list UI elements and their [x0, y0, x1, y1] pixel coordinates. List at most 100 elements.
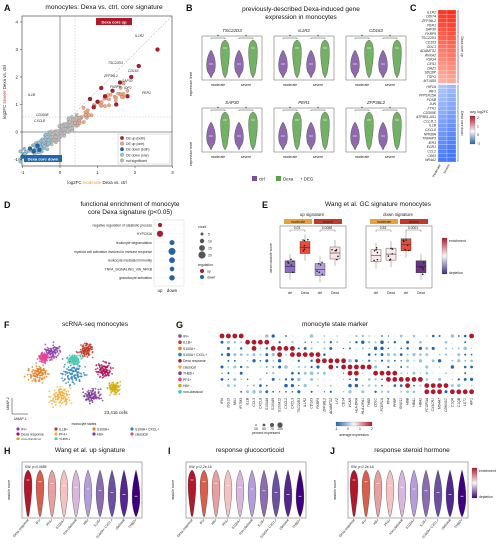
umap-point — [79, 372, 82, 375]
marker-dot — [265, 384, 268, 387]
marker-dot — [386, 370, 391, 376]
umap-point — [57, 393, 60, 396]
gene-label: IL1B — [28, 93, 36, 97]
legend-label: DE up (both) — [126, 137, 145, 141]
colorbar-tick: 0 — [477, 133, 479, 137]
x-cat: moderate — [431, 163, 442, 178]
marker-dot — [432, 341, 435, 344]
sig-star: * — [361, 106, 363, 111]
umap-point — [55, 395, 58, 398]
marker-dot — [374, 341, 377, 344]
umap-point — [87, 393, 90, 396]
umap-point — [68, 384, 71, 387]
panel-j-title: response steroid hormone — [374, 447, 450, 454]
marker-dot — [386, 384, 390, 388]
marker-dot — [310, 341, 313, 343]
violin — [385, 469, 395, 518]
marker-dot — [310, 365, 313, 369]
gene-label: VCAN — [348, 397, 352, 407]
umap-point — [102, 374, 104, 376]
umap-point — [64, 378, 66, 380]
marker-dot — [347, 370, 353, 376]
marker-dot — [304, 378, 306, 381]
marker-dot — [284, 383, 288, 388]
heatmap-gene: DAZ1 — [427, 66, 436, 70]
marker-dot — [226, 340, 230, 344]
state-dot — [54, 432, 58, 436]
umap-point — [83, 354, 86, 356]
umap-point — [87, 396, 90, 399]
x-cat: severe — [241, 83, 251, 87]
marker-dot — [406, 334, 409, 338]
umap-point — [110, 383, 113, 386]
umap-point — [98, 364, 101, 367]
umap-point — [59, 351, 62, 353]
heat-cell — [446, 136, 457, 141]
marker-dot — [355, 334, 358, 338]
x-cat: HB+ — [210, 518, 217, 526]
marker-dot — [418, 359, 423, 363]
x-cat: classical — [440, 518, 451, 531]
heat-cell — [437, 44, 448, 49]
violin — [71, 469, 81, 518]
umap-point — [48, 373, 50, 375]
umap-point — [32, 374, 35, 376]
marker-dot — [393, 353, 397, 357]
marker-dot — [425, 378, 429, 381]
violin — [220, 39, 230, 79]
umap-point — [36, 358, 39, 360]
umap-point — [31, 379, 34, 382]
state-label: Dexa response — [21, 432, 44, 436]
umap-point — [107, 371, 110, 374]
point-up-one — [77, 121, 82, 125]
marker-dot — [271, 384, 275, 387]
heat-cell — [437, 101, 448, 107]
marker-dot — [406, 353, 409, 356]
legend-dot — [120, 136, 124, 140]
heatmap-gene: CXCL8 — [425, 128, 436, 132]
heat-cell — [437, 157, 448, 163]
heatmap-gene: CD300E — [423, 111, 437, 115]
marker-dot — [278, 378, 281, 381]
umap-point — [98, 397, 100, 400]
marker-dot — [297, 335, 300, 337]
umap-point — [53, 389, 56, 392]
heat-cell — [446, 144, 457, 150]
umap-point — [48, 347, 50, 350]
sig-star: * — [245, 106, 247, 111]
marker-dot — [291, 378, 294, 381]
violin — [131, 469, 141, 518]
marker-dot — [387, 341, 390, 344]
heatmap-gene: PER1 — [427, 23, 436, 27]
marker-dot — [342, 378, 345, 381]
marker-dot — [285, 372, 287, 374]
umap-point — [51, 352, 54, 355]
gene-label: PER1 — [142, 91, 151, 95]
state-label: THBD+ — [59, 437, 70, 440]
umap-point — [94, 394, 97, 397]
marker-dot — [329, 390, 332, 393]
state-label: S100A+ — [97, 427, 109, 431]
state-dot — [130, 432, 134, 436]
umap-point — [94, 368, 97, 371]
marker-dot — [303, 383, 307, 388]
marker-dot — [259, 378, 262, 381]
umap-point — [99, 388, 102, 391]
state-dot — [54, 437, 58, 440]
marker-dot — [240, 378, 242, 381]
sig-bar — [210, 37, 226, 39]
panel-f-umap: UMAP-2 UMAP-1 23,416 cells monocyte states I… — [6, 341, 159, 440]
point-ns — [62, 134, 67, 138]
marker-dot — [252, 390, 256, 394]
row-label: IL1B+ — [183, 341, 192, 345]
legend-swatch-dexa — [276, 176, 281, 181]
umap-point — [54, 349, 57, 351]
point-up-both — [99, 85, 104, 91]
row-dot — [178, 346, 182, 351]
row-label: HB+ — [183, 384, 190, 388]
marker-dot — [329, 334, 332, 338]
gene-title: PER1 — [298, 100, 310, 105]
marker-dot — [419, 353, 422, 356]
umap-point — [115, 389, 118, 391]
panel-a-scatter: Dexa core up Dexa core down IL1R2 TSC22D3… — [2, 15, 174, 185]
